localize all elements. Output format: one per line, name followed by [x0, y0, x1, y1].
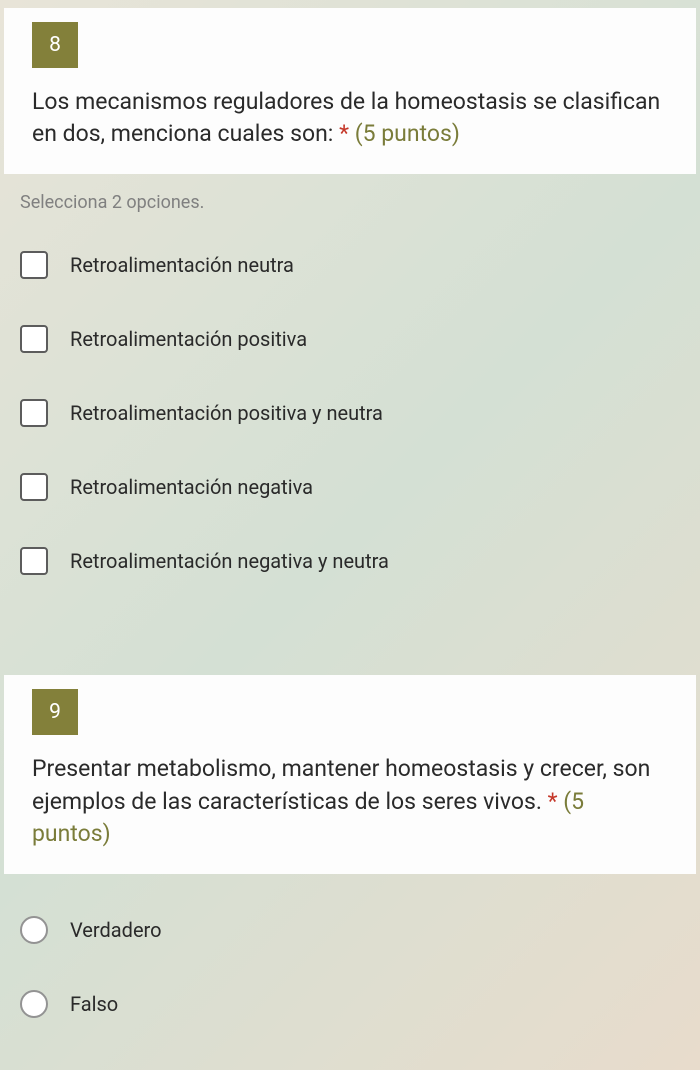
- option-row[interactable]: Falso: [20, 976, 680, 1032]
- checkbox-icon[interactable]: [20, 547, 48, 575]
- checkbox-icon[interactable]: [20, 251, 48, 279]
- option-label: Falso: [70, 992, 118, 1016]
- question-number-badge: 9: [32, 689, 78, 735]
- checkbox-icon[interactable]: [20, 325, 48, 353]
- radio-icon[interactable]: [20, 916, 48, 944]
- selection-instruction: Selecciona 2 opciones.: [0, 174, 700, 237]
- question-text: Presentar metabolismo, mantener homeosta…: [32, 753, 668, 850]
- radio-icon[interactable]: [20, 990, 48, 1018]
- option-label: Retroalimentación positiva y neutra: [70, 401, 383, 425]
- question-header: 9 Presentar metabolismo, mantener homeos…: [4, 675, 696, 874]
- required-asterisk: *: [548, 788, 558, 815]
- option-label: Retroalimentación negativa y neutra: [70, 549, 389, 573]
- option-row[interactable]: Retroalimentación negativa y neutra: [20, 533, 680, 589]
- option-row[interactable]: Retroalimentación positiva y neutra: [20, 385, 680, 441]
- question-text: Los mecanismos reguladores de la homeost…: [32, 86, 668, 150]
- required-asterisk: *: [339, 120, 349, 147]
- question-card-8: 8 Los mecanismos reguladores de la homeo…: [4, 8, 696, 174]
- option-row[interactable]: Retroalimentación negativa: [20, 459, 680, 515]
- option-label: Retroalimentación neutra: [70, 253, 294, 277]
- question-prompt: Presentar metabolismo, mantener homeosta…: [32, 755, 650, 814]
- checkbox-icon[interactable]: [20, 399, 48, 427]
- options-list-q9: Verdadero Falso: [0, 874, 700, 1070]
- question-number-badge: 8: [32, 22, 78, 68]
- option-row[interactable]: Verdadero: [20, 902, 680, 958]
- option-row[interactable]: Retroalimentación positiva: [20, 311, 680, 367]
- option-row[interactable]: Retroalimentación neutra: [20, 237, 680, 293]
- checkbox-icon[interactable]: [20, 473, 48, 501]
- option-label: Verdadero: [70, 918, 162, 942]
- option-label: Retroalimentación negativa: [70, 475, 313, 499]
- question-header: 8 Los mecanismos reguladores de la homeo…: [4, 8, 696, 174]
- question-card-9: 9 Presentar metabolismo, mantener homeos…: [4, 675, 696, 874]
- options-list-q8: Retroalimentación neutra Retroalimentaci…: [0, 237, 700, 627]
- option-label: Retroalimentación positiva: [70, 327, 307, 351]
- points-label: (5 puntos): [355, 120, 460, 147]
